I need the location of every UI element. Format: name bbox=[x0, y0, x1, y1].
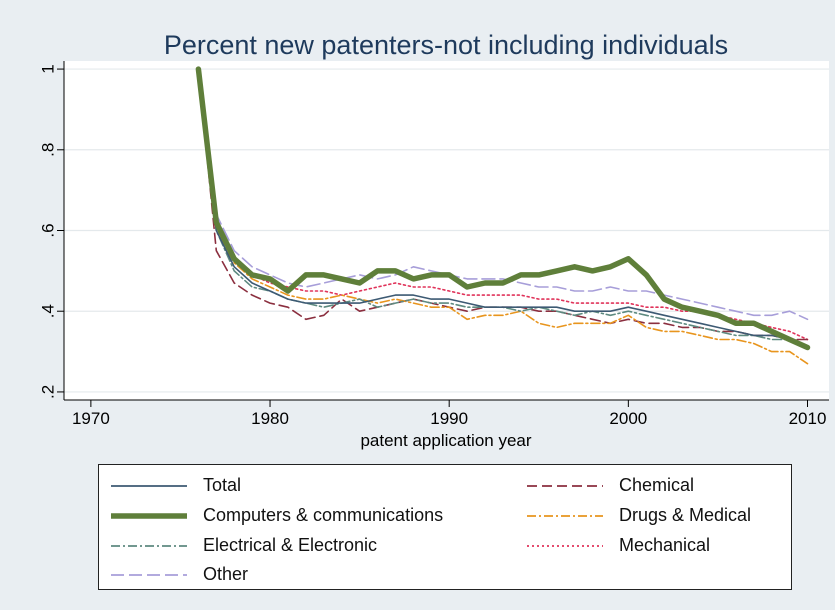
x-tick-label: 1970 bbox=[72, 409, 110, 428]
legend-item-mechanical: Mechanical bbox=[527, 535, 710, 556]
chart-title: Percent new patenters-not including indi… bbox=[164, 30, 728, 60]
axes: .2 .4 .6 .8 1 1970 1980 1990 2000 2010 bbox=[39, 64, 827, 428]
legend-swatch-chemical bbox=[527, 484, 603, 487]
y-tick-label: .8 bbox=[39, 143, 58, 157]
legend-swatch-mechanical bbox=[527, 544, 603, 547]
grid bbox=[64, 68, 829, 393]
legend-label: Drugs & Medical bbox=[619, 505, 752, 525]
x-tick-label: 2000 bbox=[609, 409, 647, 428]
series-line-drugs-medical bbox=[197, 68, 809, 365]
legend-item-computers: Computers & communications bbox=[111, 505, 443, 526]
y-tick-label: .2 bbox=[39, 385, 58, 399]
y-tick-label: .6 bbox=[39, 223, 58, 237]
x-axis-label: patent application year bbox=[360, 431, 531, 450]
series-line-other bbox=[197, 68, 809, 321]
legend-label: Total bbox=[203, 475, 242, 495]
x-tick-label: 1990 bbox=[430, 409, 468, 428]
legend-swatch-computers bbox=[111, 512, 187, 519]
legend-label: Electrical & Electronic bbox=[203, 535, 378, 555]
y-tick-label: .4 bbox=[39, 304, 58, 318]
y-tick-label: 1 bbox=[39, 64, 58, 73]
legend-swatch-total bbox=[111, 484, 187, 487]
legend-label: Computers & communications bbox=[203, 505, 444, 525]
legend-item-other: Other bbox=[111, 564, 248, 585]
legend-item-drugs: Drugs & Medical bbox=[527, 505, 751, 526]
legend: Total Computers & communications Electri… bbox=[98, 464, 792, 590]
legend-swatch-drugs bbox=[527, 514, 603, 517]
series-lines bbox=[195, 66, 811, 365]
series-line-computers-communications bbox=[195, 66, 811, 351]
legend-swatch-electrical bbox=[111, 544, 187, 547]
legend-item-chemical: Chemical bbox=[527, 475, 694, 496]
x-tick-label: 2010 bbox=[789, 409, 827, 428]
series-line-total bbox=[197, 68, 809, 349]
legend-label: Other bbox=[203, 564, 249, 584]
x-tick-label: 1980 bbox=[251, 409, 289, 428]
legend-item-total: Total bbox=[111, 475, 241, 496]
legend-label: Chemical bbox=[619, 475, 695, 495]
legend-item-electrical: Electrical & Electronic bbox=[111, 535, 377, 556]
legend-swatch-other bbox=[111, 573, 187, 576]
legend-label: Mechanical bbox=[619, 535, 711, 555]
